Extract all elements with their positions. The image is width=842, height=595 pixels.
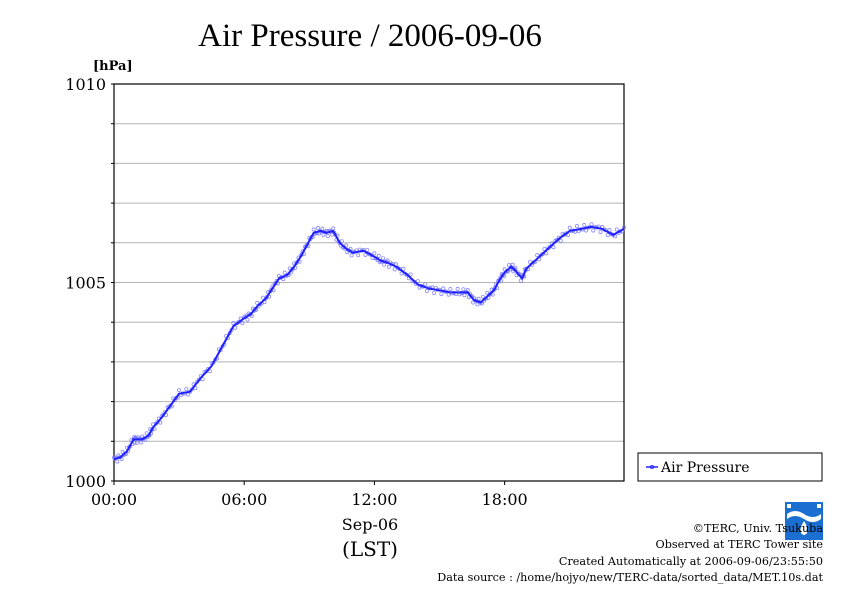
legend-marker bbox=[650, 464, 655, 469]
data-point bbox=[461, 287, 466, 292]
data-point bbox=[471, 300, 476, 305]
data-point bbox=[446, 292, 451, 297]
data-point bbox=[441, 286, 446, 291]
data-point bbox=[589, 222, 594, 227]
data-point bbox=[518, 278, 523, 283]
data-point bbox=[139, 440, 144, 445]
data-point bbox=[365, 247, 370, 252]
data-point bbox=[248, 311, 253, 316]
data-point bbox=[567, 225, 572, 230]
y-tick-label: 1005 bbox=[65, 274, 106, 293]
data-point bbox=[448, 287, 453, 292]
y-unit-label: [hPa] bbox=[93, 59, 133, 74]
series-layer bbox=[112, 222, 626, 464]
x-tick-label: 00:00 bbox=[91, 490, 137, 509]
data-point bbox=[399, 271, 404, 276]
data-point bbox=[144, 431, 149, 436]
data-point bbox=[490, 292, 495, 297]
data-point bbox=[184, 387, 189, 391]
data-point bbox=[115, 459, 120, 464]
data-point bbox=[544, 251, 549, 256]
data-point bbox=[356, 253, 361, 258]
data-point bbox=[432, 290, 437, 295]
tick-labels: 1000 1005 1010 00:00 06:00 12:00 18:00 bbox=[65, 75, 527, 509]
data-point bbox=[415, 279, 420, 284]
data-point bbox=[423, 282, 428, 287]
data-point bbox=[598, 230, 603, 235]
x-tick-label: 12:00 bbox=[351, 490, 397, 509]
data-point bbox=[311, 227, 316, 232]
data-point bbox=[614, 227, 619, 232]
data-point bbox=[480, 294, 485, 299]
x-tick-label: 18:00 bbox=[482, 490, 528, 509]
data-point bbox=[591, 228, 596, 233]
x-axis-label-date: Sep-06 bbox=[342, 515, 398, 534]
data-point bbox=[325, 234, 330, 238]
series-line bbox=[113, 225, 625, 461]
legend: Air Pressure bbox=[637, 452, 823, 482]
data-point bbox=[134, 440, 139, 445]
data-point bbox=[392, 267, 397, 272]
data-point bbox=[386, 264, 391, 269]
data-point bbox=[331, 226, 336, 231]
data-point bbox=[528, 259, 532, 264]
data-point bbox=[231, 321, 236, 326]
data-point bbox=[551, 245, 556, 250]
data-point bbox=[424, 289, 429, 293]
data-point bbox=[535, 253, 540, 258]
data-point bbox=[507, 263, 511, 268]
data-point bbox=[542, 247, 547, 252]
data-point bbox=[582, 223, 587, 227]
data-point bbox=[476, 296, 481, 301]
data-point bbox=[200, 377, 205, 382]
data-point bbox=[408, 272, 413, 277]
data-point bbox=[512, 267, 517, 272]
data-point bbox=[455, 286, 460, 291]
chart-title: Air Pressure / 2006-09-06 bbox=[198, 18, 542, 54]
data-point bbox=[363, 252, 368, 257]
data-point bbox=[381, 256, 386, 261]
data-point bbox=[607, 228, 612, 233]
data-point bbox=[240, 321, 245, 325]
legend-label: Air Pressure bbox=[660, 460, 750, 476]
terc-logo-icon bbox=[785, 502, 823, 540]
data-point bbox=[320, 226, 325, 231]
data-point bbox=[349, 253, 354, 258]
data-point bbox=[575, 224, 579, 229]
data-point bbox=[558, 238, 563, 243]
data-point bbox=[376, 253, 381, 258]
logo-text: TERC bbox=[806, 530, 824, 537]
credit-created: Created Automatically at 2006-09-06/23:5… bbox=[558, 554, 823, 568]
data-point bbox=[439, 292, 444, 296]
grid-lines bbox=[114, 123, 624, 442]
data-point bbox=[475, 302, 480, 307]
data-point bbox=[605, 233, 610, 238]
data-point bbox=[245, 317, 250, 322]
credit-source: Data source : /home/hojyo/new/TERC-data/… bbox=[437, 571, 823, 585]
data-point bbox=[282, 270, 287, 275]
credits-block: ©TERC, Univ. Tsukuba Observed at TERC To… bbox=[437, 521, 823, 587]
axis-ticks bbox=[111, 83, 506, 485]
x-axis-label-lst: (LST) bbox=[342, 537, 398, 561]
data-point bbox=[132, 440, 137, 445]
legend-box bbox=[637, 452, 823, 482]
data-point bbox=[372, 251, 377, 256]
data-point bbox=[177, 388, 182, 393]
data-point bbox=[344, 243, 349, 248]
data-point bbox=[339, 239, 344, 244]
y-tick-label: 1000 bbox=[65, 472, 106, 491]
data-point bbox=[401, 266, 406, 271]
x-tick-label: 06:00 bbox=[221, 490, 267, 509]
y-tick-label: 1010 bbox=[65, 75, 106, 94]
data-point bbox=[510, 262, 515, 267]
data-point bbox=[158, 420, 163, 425]
data-point bbox=[316, 226, 320, 231]
credit-observed: Observed at TERC Tower site bbox=[655, 538, 823, 552]
credit-copyright: ©TERC, Univ. Tsukuba bbox=[692, 522, 823, 535]
